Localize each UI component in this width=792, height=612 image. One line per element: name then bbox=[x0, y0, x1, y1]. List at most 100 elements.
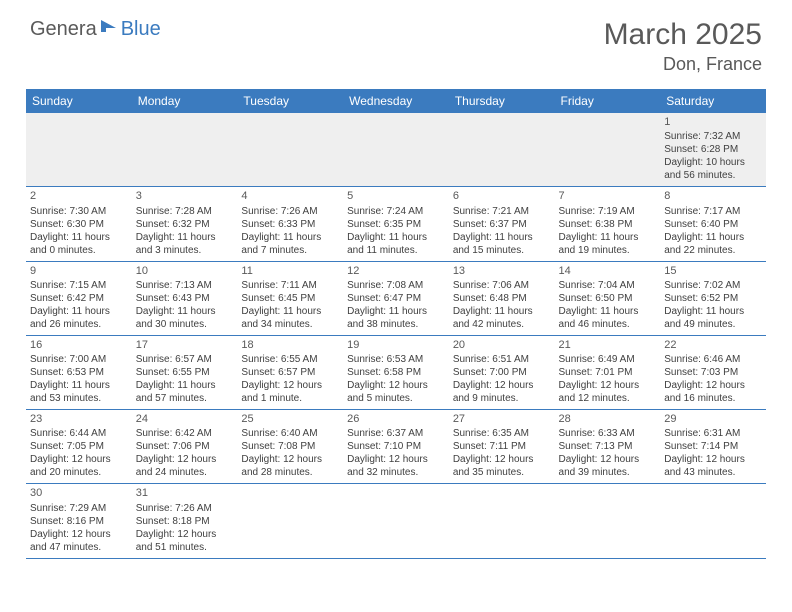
daylight-text: Daylight: 11 hours bbox=[136, 231, 234, 244]
daylight-text: Daylight: 12 hours bbox=[347, 379, 445, 392]
day-cell: 14Sunrise: 7:04 AMSunset: 6:50 PMDayligh… bbox=[555, 261, 661, 335]
sunset-text: Sunset: 8:16 PM bbox=[30, 515, 128, 528]
daylight-text: Daylight: 11 hours bbox=[241, 305, 339, 318]
daylight-text: Daylight: 11 hours bbox=[664, 231, 762, 244]
daylight-text: Daylight: 11 hours bbox=[664, 305, 762, 318]
logo-text-part1: Genera bbox=[30, 18, 97, 41]
sunset-text: Sunset: 6:53 PM bbox=[30, 366, 128, 379]
daylight-text: and 34 minutes. bbox=[241, 318, 339, 331]
daylight-text: Daylight: 11 hours bbox=[136, 305, 234, 318]
day-cell: 10Sunrise: 7:13 AMSunset: 6:43 PMDayligh… bbox=[132, 261, 238, 335]
day-number: 12 bbox=[347, 264, 445, 278]
sunset-text: Sunset: 7:14 PM bbox=[664, 440, 762, 453]
sunrise-text: Sunrise: 7:29 AM bbox=[30, 502, 128, 515]
daylight-text: and 0 minutes. bbox=[30, 244, 128, 257]
day-cell bbox=[343, 484, 449, 558]
sunrise-text: Sunrise: 7:26 AM bbox=[136, 502, 234, 515]
day-number: 19 bbox=[347, 338, 445, 352]
day-cell: 13Sunrise: 7:06 AMSunset: 6:48 PMDayligh… bbox=[449, 261, 555, 335]
sunrise-text: Sunrise: 7:11 AM bbox=[241, 279, 339, 292]
day-header: Sunday bbox=[26, 89, 132, 113]
day-number: 18 bbox=[241, 338, 339, 352]
day-cell: 31Sunrise: 7:26 AMSunset: 8:18 PMDayligh… bbox=[132, 484, 238, 558]
daylight-text: Daylight: 12 hours bbox=[664, 379, 762, 392]
sunrise-text: Sunrise: 6:31 AM bbox=[664, 427, 762, 440]
logo-flag-icon bbox=[100, 18, 118, 41]
daylight-text: Daylight: 11 hours bbox=[30, 379, 128, 392]
daylight-text: and 15 minutes. bbox=[453, 244, 551, 257]
daylight-text: and 56 minutes. bbox=[664, 169, 762, 182]
daylight-text: Daylight: 12 hours bbox=[136, 453, 234, 466]
daylight-text: and 46 minutes. bbox=[559, 318, 657, 331]
day-number: 26 bbox=[347, 412, 445, 426]
daylight-text: Daylight: 12 hours bbox=[453, 453, 551, 466]
day-number: 24 bbox=[136, 412, 234, 426]
day-header: Saturday bbox=[660, 89, 766, 113]
daylight-text: Daylight: 12 hours bbox=[453, 379, 551, 392]
day-number: 21 bbox=[559, 338, 657, 352]
logo-text-part2: Blue bbox=[121, 18, 161, 41]
day-cell: 27Sunrise: 6:35 AMSunset: 7:11 PMDayligh… bbox=[449, 410, 555, 484]
day-cell: 1Sunrise: 7:32 AMSunset: 6:28 PMDaylight… bbox=[660, 113, 766, 187]
sunset-text: Sunset: 7:11 PM bbox=[453, 440, 551, 453]
day-header-row: Sunday Monday Tuesday Wednesday Thursday… bbox=[26, 89, 766, 113]
sunset-text: Sunset: 6:47 PM bbox=[347, 292, 445, 305]
week-row: 9Sunrise: 7:15 AMSunset: 6:42 PMDaylight… bbox=[26, 261, 766, 335]
day-cell bbox=[449, 484, 555, 558]
daylight-text: and 1 minute. bbox=[241, 392, 339, 405]
daylight-text: Daylight: 12 hours bbox=[664, 453, 762, 466]
daylight-text: Daylight: 12 hours bbox=[30, 528, 128, 541]
sunrise-text: Sunrise: 7:00 AM bbox=[30, 353, 128, 366]
sunrise-text: Sunrise: 7:04 AM bbox=[559, 279, 657, 292]
sunset-text: Sunset: 6:45 PM bbox=[241, 292, 339, 305]
sunset-text: Sunset: 6:33 PM bbox=[241, 218, 339, 231]
daylight-text: Daylight: 11 hours bbox=[559, 305, 657, 318]
day-cell: 25Sunrise: 6:40 AMSunset: 7:08 PMDayligh… bbox=[237, 410, 343, 484]
day-number: 4 bbox=[241, 189, 339, 203]
week-row: 2Sunrise: 7:30 AMSunset: 6:30 PMDaylight… bbox=[26, 187, 766, 261]
calendar-table: Sunday Monday Tuesday Wednesday Thursday… bbox=[26, 89, 766, 559]
sunrise-text: Sunrise: 7:02 AM bbox=[664, 279, 762, 292]
daylight-text: Daylight: 12 hours bbox=[559, 379, 657, 392]
day-cell: 28Sunrise: 6:33 AMSunset: 7:13 PMDayligh… bbox=[555, 410, 661, 484]
sunset-text: Sunset: 6:55 PM bbox=[136, 366, 234, 379]
day-number: 29 bbox=[664, 412, 762, 426]
daylight-text: and 32 minutes. bbox=[347, 466, 445, 479]
sunset-text: Sunset: 6:50 PM bbox=[559, 292, 657, 305]
sunset-text: Sunset: 7:10 PM bbox=[347, 440, 445, 453]
daylight-text: Daylight: 11 hours bbox=[241, 231, 339, 244]
day-number: 27 bbox=[453, 412, 551, 426]
sunrise-text: Sunrise: 6:44 AM bbox=[30, 427, 128, 440]
day-cell: 23Sunrise: 6:44 AMSunset: 7:05 PMDayligh… bbox=[26, 410, 132, 484]
sunset-text: Sunset: 6:40 PM bbox=[664, 218, 762, 231]
sunset-text: Sunset: 6:38 PM bbox=[559, 218, 657, 231]
day-cell: 5Sunrise: 7:24 AMSunset: 6:35 PMDaylight… bbox=[343, 187, 449, 261]
day-number: 8 bbox=[664, 189, 762, 203]
day-header: Wednesday bbox=[343, 89, 449, 113]
day-cell bbox=[26, 113, 132, 187]
day-number: 13 bbox=[453, 264, 551, 278]
day-cell bbox=[555, 113, 661, 187]
day-cell: 22Sunrise: 6:46 AMSunset: 7:03 PMDayligh… bbox=[660, 335, 766, 409]
month-title: March 2025 bbox=[604, 18, 762, 52]
week-row: 30Sunrise: 7:29 AMSunset: 8:16 PMDayligh… bbox=[26, 484, 766, 558]
daylight-text: Daylight: 11 hours bbox=[559, 231, 657, 244]
sunrise-text: Sunrise: 7:26 AM bbox=[241, 205, 339, 218]
daylight-text: and 49 minutes. bbox=[664, 318, 762, 331]
daylight-text: Daylight: 11 hours bbox=[136, 379, 234, 392]
daylight-text: and 19 minutes. bbox=[559, 244, 657, 257]
day-number: 16 bbox=[30, 338, 128, 352]
daylight-text: and 3 minutes. bbox=[136, 244, 234, 257]
sunrise-text: Sunrise: 7:08 AM bbox=[347, 279, 445, 292]
day-header: Thursday bbox=[449, 89, 555, 113]
sunrise-text: Sunrise: 6:51 AM bbox=[453, 353, 551, 366]
sunrise-text: Sunrise: 7:15 AM bbox=[30, 279, 128, 292]
sunset-text: Sunset: 6:35 PM bbox=[347, 218, 445, 231]
daylight-text: and 9 minutes. bbox=[453, 392, 551, 405]
daylight-text: and 5 minutes. bbox=[347, 392, 445, 405]
day-cell: 16Sunrise: 7:00 AMSunset: 6:53 PMDayligh… bbox=[26, 335, 132, 409]
day-cell: 9Sunrise: 7:15 AMSunset: 6:42 PMDaylight… bbox=[26, 261, 132, 335]
daylight-text: Daylight: 11 hours bbox=[453, 305, 551, 318]
day-number: 14 bbox=[559, 264, 657, 278]
sunset-text: Sunset: 7:00 PM bbox=[453, 366, 551, 379]
